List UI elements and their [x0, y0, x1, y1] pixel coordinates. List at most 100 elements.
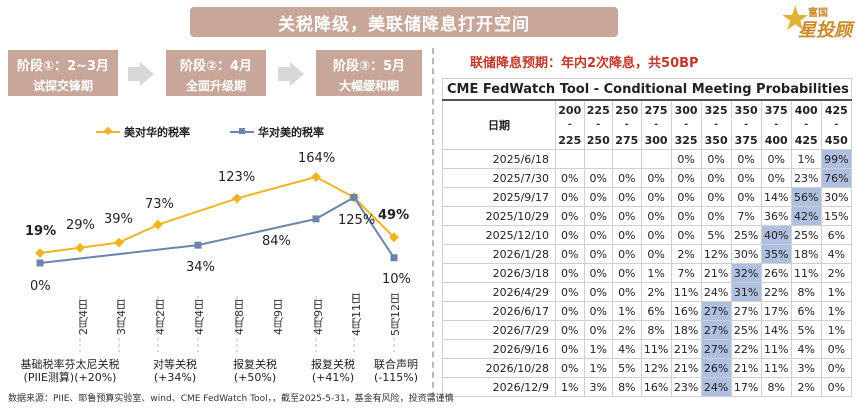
rate-range-dash: - — [730, 119, 762, 131]
probability-cell — [640, 149, 672, 169]
probability-cell: 18% — [670, 320, 702, 340]
probability-cell: 5% — [700, 225, 732, 245]
data-point-china-on-us — [390, 254, 398, 262]
meeting-date: 2025/9/17 — [442, 187, 556, 207]
probability-cell: 24% — [700, 282, 732, 302]
data-label: 49% — [378, 208, 410, 223]
rate-range-bottom: 350 — [700, 131, 732, 150]
probability-cell: 76% — [820, 168, 852, 188]
phase-3: 阶段③：5月 大幅缓和期 — [316, 50, 422, 96]
rate-range-top: 300 — [670, 99, 702, 119]
data-label: 19% — [25, 224, 57, 239]
data-point-china-on-us — [194, 241, 202, 249]
meeting-date: 2026/3/18 — [442, 263, 556, 283]
legend-swatch-2 — [230, 128, 254, 134]
source-note: 数据来源：PIIE、耶鲁预算实验室、wind、CME FedWatch Tool… — [8, 394, 454, 404]
x-tick-label: 2月4日 — [77, 299, 90, 335]
probability-cell: 56% — [790, 187, 822, 207]
probability-cell: 0% — [555, 206, 585, 226]
brand-logo: ★ 富国 星投顾 — [780, 2, 856, 42]
probability-cell: 3% — [583, 377, 614, 397]
rate-range-bottom: 300 — [640, 131, 672, 150]
data-label: 123% — [218, 170, 256, 185]
probability-cell: 21% — [670, 358, 702, 378]
rate-range-top: 200 — [555, 99, 585, 119]
meeting-date: 2025/7/30 — [442, 168, 556, 188]
rate-range-dash: - — [555, 119, 585, 131]
phase-1-label: 阶段①：2~3月 — [17, 59, 109, 74]
data-label: 84% — [262, 234, 291, 249]
rate-range-bottom: 450 — [820, 131, 852, 150]
probability-cell: 24% — [700, 377, 732, 397]
probability-cell: 17% — [760, 301, 792, 321]
probability-cell: 0% — [612, 263, 642, 283]
phase-2-sub: 全面升级期 — [185, 79, 246, 93]
phase-2: 阶段②：4月 全面升级期 — [166, 50, 266, 96]
probability-cell: 1% — [820, 301, 852, 321]
probability-cell: 4% — [820, 244, 852, 264]
probability-cell: 2% — [640, 282, 672, 302]
probability-cell: 0% — [820, 358, 852, 378]
star-icon: ★ — [780, 0, 811, 39]
probability-cell: 26% — [760, 263, 792, 283]
probability-cell — [583, 149, 614, 169]
probability-cell: 27% — [700, 301, 732, 321]
probability-cell: 17% — [730, 377, 762, 397]
tariff-line-chart — [35, 171, 399, 352]
probability-cell: 1% — [555, 377, 585, 397]
probability-cell: 0% — [612, 168, 642, 188]
data-point-us-on-china — [389, 232, 399, 243]
meeting-date: 2025/10/29 — [442, 206, 556, 226]
probability-cell: 11% — [640, 339, 672, 359]
x-tick-label: 5月12日 — [389, 293, 402, 336]
data-label: 164% — [298, 151, 336, 166]
probability-cell: 1% — [640, 263, 672, 283]
probability-cell: 27% — [700, 320, 732, 340]
rate-range-bottom: 400 — [760, 131, 792, 150]
category-line2: (+34%) — [153, 371, 197, 384]
probability-cell: 2% — [820, 263, 852, 283]
table-row: 2026/3/18 0% 0% 0% 1% 7% 21% 32% 26% 11% 2% — [442, 263, 852, 283]
date-column-header: 日期 — [442, 99, 556, 150]
meeting-date: 2026/12/9 — [442, 377, 556, 397]
probability-cell: 1% — [820, 320, 852, 340]
probability-cell: 0% — [760, 168, 792, 188]
section-divider — [432, 48, 434, 398]
probability-cell: 0% — [612, 225, 642, 245]
rate-range-top: 250 — [612, 99, 642, 119]
phase-3-label: 阶段③：5月 — [332, 59, 406, 74]
logo-line2: 星投顾 — [798, 20, 852, 41]
probability-cell — [612, 149, 642, 169]
legend-swatch-1 — [96, 126, 120, 136]
table-row: 2026/1/28 0% 0% 0% 0% 2% 12% 30% 35% 18% 4% — [442, 244, 852, 264]
data-label: 125% — [338, 213, 376, 228]
category-line1: 对等关税 — [153, 358, 197, 371]
category-line2: (-115%) — [374, 371, 418, 384]
probability-cell: 0% — [555, 225, 585, 245]
x-tick-label: 4月11日 — [350, 293, 363, 336]
category-label: 基础税率芬太尼关税 (PIIE测算)(+20%) — [6, 358, 134, 384]
meeting-date: 2026/7/29 — [442, 320, 556, 340]
table-caption: CME FedWatch Tool - Conditional Meeting … — [442, 78, 852, 101]
meeting-date: 2026/1/28 — [442, 244, 556, 264]
category-line2: (+41%) — [311, 371, 355, 384]
probability-cell: 32% — [730, 263, 762, 283]
probability-cell: 2% — [670, 244, 702, 264]
rate-range-bottom: 225 — [555, 131, 585, 150]
probability-cell: 0% — [583, 263, 614, 283]
probability-cell: 21% — [730, 358, 762, 378]
probability-cell: 0% — [700, 187, 732, 207]
probability-cell: 14% — [760, 187, 792, 207]
probability-cell: 15% — [820, 206, 852, 226]
probability-cell: 6% — [640, 301, 672, 321]
data-point-us-on-china — [311, 171, 321, 182]
probability-cell: 1% — [612, 301, 642, 321]
probability-cell: 1% — [583, 339, 614, 359]
data-label: 29% — [66, 218, 95, 233]
probability-cell: 0% — [700, 168, 732, 188]
rate-range-bottom: 425 — [790, 131, 822, 150]
probability-cell: 5% — [790, 320, 822, 340]
probability-cell: 5% — [612, 358, 642, 378]
rate-range-dash: - — [583, 119, 614, 131]
legend-label-1: 美对华的税率 — [124, 126, 190, 139]
